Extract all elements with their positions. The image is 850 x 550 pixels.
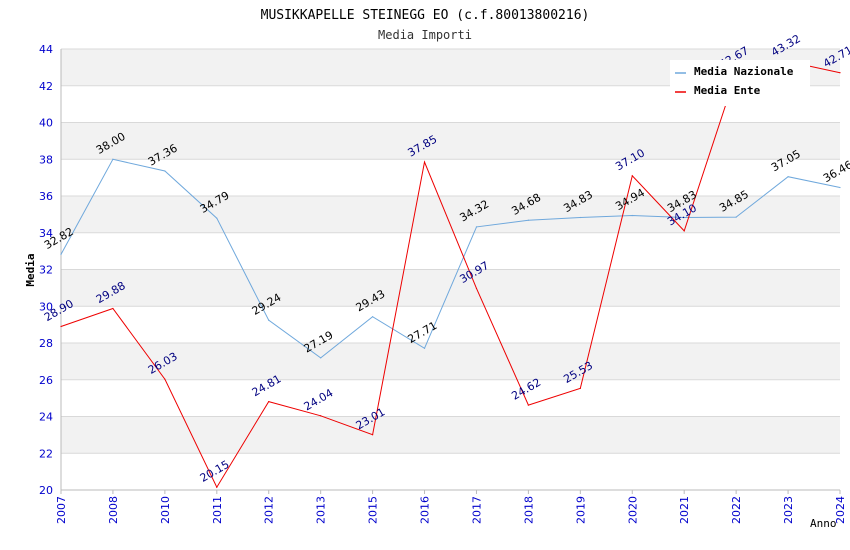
y-tick-label: 28 bbox=[39, 337, 53, 350]
data-point-media-nazionale bbox=[631, 214, 633, 217]
x-tick-label: 2017 bbox=[470, 496, 483, 524]
x-tick-label: 2011 bbox=[211, 496, 224, 524]
data-label-media-nazionale: 36.46 bbox=[821, 158, 850, 185]
y-tick-label: 40 bbox=[39, 117, 53, 130]
data-point-media-ente bbox=[320, 415, 322, 417]
data-point-media-ente bbox=[216, 486, 218, 488]
data-point-media-ente bbox=[60, 325, 62, 328]
x-tick-label: 2015 bbox=[367, 496, 380, 524]
series-line-media-ente bbox=[60, 60, 841, 489]
x-tick-label: 2023 bbox=[782, 496, 795, 524]
chart-subtitle: Media Importi bbox=[378, 28, 472, 42]
x-tick-label: 2007 bbox=[55, 496, 68, 524]
data-point-media-ente bbox=[839, 72, 841, 74]
y-axis-title: Media bbox=[24, 253, 37, 286]
x-axis-title: Anno bbox=[810, 517, 837, 530]
x-axis-ticks: 2007 2008 2010 2011 2012 2013 2015 2016 2017 2018… bbox=[55, 496, 847, 524]
data-point-media-ente bbox=[268, 401, 270, 403]
data-point-media-ente bbox=[164, 378, 166, 380]
data-label-media-ente: 20.15 bbox=[198, 458, 232, 485]
data-point-media-ente bbox=[475, 287, 478, 290]
data-point-media-nazionale bbox=[787, 176, 789, 178]
y-tick-label: 34 bbox=[39, 227, 53, 240]
legend-label-media-nazionale: Media Nazionale bbox=[694, 65, 794, 78]
plot-band bbox=[61, 416, 840, 454]
legend-background bbox=[670, 60, 810, 106]
y-tick-label: 42 bbox=[39, 80, 53, 93]
data-point-media-ente bbox=[527, 404, 530, 406]
data-point-media-nazionale bbox=[683, 216, 685, 219]
data-point-media-nazionale bbox=[527, 219, 530, 221]
y-tick-label: 38 bbox=[39, 153, 53, 166]
data-point-media-nazionale bbox=[839, 186, 841, 189]
data-point-media-ente bbox=[423, 161, 426, 163]
x-tick-label: 2021 bbox=[678, 496, 691, 524]
data-point-media-nazionale bbox=[112, 158, 114, 160]
data-point-media-nazionale bbox=[320, 357, 322, 359]
y-tick-label: 26 bbox=[39, 374, 53, 387]
y-axis-ticks: 20 22 24 26 28 30 32 34 36 38 40 42 44 bbox=[39, 43, 53, 497]
y-tick-label: 20 bbox=[39, 484, 53, 497]
data-point-media-nazionale bbox=[216, 217, 218, 219]
data-point-media-ente bbox=[372, 434, 374, 436]
x-tick-label: 2008 bbox=[107, 496, 120, 524]
y-tick-label: 32 bbox=[39, 264, 53, 277]
x-tick-label: 2020 bbox=[626, 496, 639, 524]
x-tick-label: 2010 bbox=[159, 496, 172, 524]
data-point-media-nazionale bbox=[475, 226, 478, 228]
x-tick-label: 2018 bbox=[522, 496, 535, 524]
chart-title: MUSIKKAPELLE STEINEGG EO (c.f.8001380021… bbox=[261, 8, 590, 23]
data-point-media-ente bbox=[579, 387, 581, 389]
legend: Media Nazionale Media Ente bbox=[670, 60, 810, 106]
data-label-media-ente: 24.04 bbox=[302, 386, 336, 413]
data-label-media-nazionale: 27.71 bbox=[406, 319, 440, 346]
y-tick-label: 22 bbox=[39, 447, 53, 460]
y-tick-label: 30 bbox=[39, 300, 53, 313]
series-line-media-nazionale bbox=[60, 158, 841, 359]
data-point-media-ente bbox=[112, 307, 114, 310]
plot-band bbox=[61, 343, 840, 380]
data-point-media-nazionale bbox=[268, 319, 270, 321]
x-tick-label: 2012 bbox=[263, 496, 276, 524]
x-tick-label: 2016 bbox=[419, 496, 432, 524]
x-tick-label: 2022 bbox=[730, 496, 743, 524]
data-point-media-nazionale bbox=[164, 170, 166, 172]
data-point-media-nazionale bbox=[579, 216, 581, 219]
y-tick-label: 24 bbox=[39, 411, 53, 424]
plot-background-bands bbox=[61, 49, 840, 454]
legend-label-media-ente: Media Ente bbox=[694, 84, 761, 97]
plot-band bbox=[61, 196, 840, 233]
x-tick-label: 2019 bbox=[574, 496, 587, 524]
data-point-media-nazionale bbox=[735, 216, 737, 218]
y-tick-label: 36 bbox=[39, 190, 53, 203]
x-tick-label: 2024 bbox=[834, 496, 847, 524]
gridlines bbox=[61, 48, 840, 491]
data-point-media-ente bbox=[631, 175, 633, 177]
x-tick-label: 2013 bbox=[315, 496, 328, 524]
data-point-media-nazionale bbox=[372, 316, 374, 318]
data-point-media-nazionale bbox=[423, 347, 426, 349]
axes bbox=[60, 49, 841, 494]
data-point-media-ente bbox=[683, 230, 685, 232]
y-tick-label: 44 bbox=[39, 43, 53, 56]
data-point-media-nazionale bbox=[60, 253, 62, 256]
